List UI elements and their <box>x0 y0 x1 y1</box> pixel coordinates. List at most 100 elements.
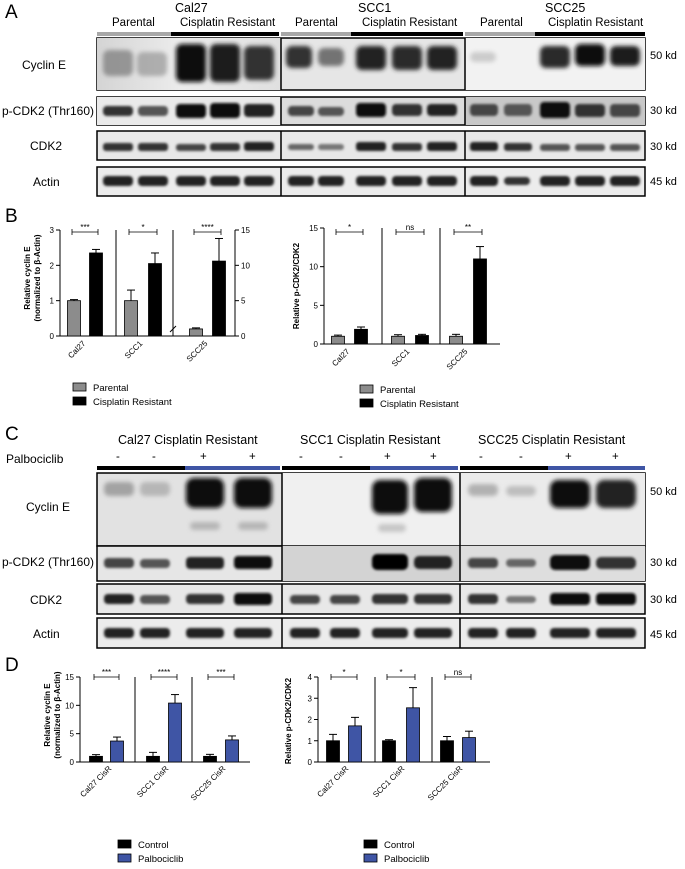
kd-label-c-cyclin-e: 50 kd <box>650 486 677 498</box>
d-right-sig-1: * <box>399 668 402 677</box>
blot-strip-a-pcdk2 <box>96 96 646 126</box>
blot-strip-a-actin <box>96 166 646 197</box>
blot-strip-a-cdk2 <box>96 130 646 161</box>
group-parental-scc25: Parental <box>480 17 523 29</box>
d-left-bar-palbociclib-1 <box>168 702 182 763</box>
b-right-y-tick-label-2: 10 <box>309 263 318 272</box>
cell-line-cal27: Cal27 <box>175 1 208 15</box>
d-right-legend-label-1: Palbociclib <box>384 854 429 865</box>
d-left-bar-palbociclib-0 <box>110 740 124 763</box>
chart-d-pcdk2: 0 1 2 3 4 Relative p-CDK2/CDK2 * Cal27 CisR * SCC… <box>284 668 490 865</box>
b-right-ylabel: Relative p-CDK2/CDK2 <box>292 242 301 329</box>
b-left-y-tick-label-2: 2 <box>50 261 55 270</box>
sign-scc1-1: - <box>299 451 303 463</box>
b-right-sig-2: ** <box>465 223 471 232</box>
group-parental-scc1: Parental <box>295 17 338 29</box>
blot-label-a-cyclin-e: Cyclin E <box>22 58 67 72</box>
b-left-y-tick-label-3: 3 <box>50 226 55 235</box>
group-resistant-scc25: Cisplatin Resistant <box>548 17 644 29</box>
d-left-sig-0: *** <box>102 668 111 677</box>
b-right-y-tick-label-1: 5 <box>314 301 319 310</box>
d-left-cat-1: SCC1 CisR <box>135 764 170 799</box>
b-left-cat-1: SCC1 <box>123 339 145 361</box>
group-bar-resistant-scc1 <box>351 32 463 36</box>
treatment-bar-scc1-plus <box>370 466 458 470</box>
kd-label-c-cdk2: 30 kd <box>650 594 677 606</box>
d-left-y-tick-label-3: 15 <box>65 673 74 682</box>
d-left-bar-palbociclib-2 <box>225 739 239 763</box>
b-left-sig-1: * <box>141 223 144 232</box>
blot-strip-c-pcdk2 <box>96 545 646 582</box>
blot-label-c-cdk2: CDK2 <box>30 593 63 607</box>
b-left-ylabel: Relative cyclin E <box>23 246 32 310</box>
b-right-cat-1: SCC1 <box>390 347 412 369</box>
sign-scc1-3: + <box>384 451 391 463</box>
b-right-legend-swatch-0 <box>359 384 374 394</box>
panel-letter-a: A <box>5 2 18 23</box>
sign-cal27-3: + <box>200 451 207 463</box>
b-left-ylabel-2: (normalized to β-Actin) <box>33 234 42 321</box>
kd-label-c-pcdk2: 30 kd <box>650 557 677 569</box>
treatment-label: Palbociclib <box>6 452 64 466</box>
b-left-sig-2: **** <box>201 223 213 232</box>
sign-scc25-3: + <box>565 451 572 463</box>
b-left-bar-resistant-2 <box>212 260 226 337</box>
sign-cal27-1: - <box>116 451 120 463</box>
d-left-legend-swatch-1 <box>117 853 132 863</box>
blot-panel-c <box>96 466 646 649</box>
d-left-bar-control-2 <box>203 755 217 763</box>
d-right-bar-control-0 <box>326 740 340 763</box>
blot-strip-c-cyclin-e <box>96 472 646 547</box>
cell-line-scc1: SCC1 <box>358 1 392 15</box>
sign-scc1-2: - <box>339 451 343 463</box>
panel-letter-d: D <box>5 655 19 676</box>
cell-line-c-scc25: SCC25 Cisplatin Resistant <box>478 433 626 447</box>
kd-label-a-actin: 45 kd <box>650 176 677 188</box>
blot-strip-a-cyclin-e <box>96 37 646 91</box>
b-left-legend-swatch-0 <box>72 382 87 392</box>
b-left-y2-tick-label-3: 15 <box>241 226 250 235</box>
b-right-y-tick-label-3: 15 <box>309 224 318 233</box>
b-right-legend-swatch-1 <box>359 398 374 408</box>
d-left-bar-control-1 <box>146 755 160 763</box>
d-right-sig-0: * <box>342 668 345 677</box>
b-left-cat-2: SCC25 <box>185 339 210 364</box>
d-left-legend-label-1: Palbociclib <box>138 854 183 865</box>
blot-label-c-cyclin-e: Cyclin E <box>26 500 71 514</box>
d-right-y-tick-label-2: 2 <box>308 716 313 725</box>
kd-label-a-cdk2: 30 kd <box>650 141 677 153</box>
b-left-y-tick-label-1: 1 <box>50 297 55 306</box>
d-left-y-tick-label-2: 10 <box>65 701 74 710</box>
d-left-legend-swatch-0 <box>117 839 132 849</box>
b-right-y-tick-label-0: 0 <box>314 340 319 349</box>
b-left-legend-swatch-1 <box>72 396 87 406</box>
d-left-ylabel: Relative cyclin E <box>43 683 52 747</box>
blot-label-a-cdk2: CDK2 <box>30 139 63 153</box>
d-right-bar-palbociclib-1 <box>406 707 420 763</box>
blot-label-c-pcdk2: p-CDK2 (Thr160) <box>2 555 95 569</box>
d-right-y-tick-label-1: 1 <box>308 737 313 746</box>
d-right-ylabel: Relative p-CDK2/CDK2 <box>284 677 293 764</box>
d-left-sig-2: *** <box>216 668 225 677</box>
sign-cal27-2: - <box>152 451 156 463</box>
group-bar-parental-cal27 <box>97 32 171 36</box>
blot-strip-c-actin <box>96 617 646 649</box>
cell-line-c-scc1: SCC1 Cisplatin Resistant <box>300 433 441 447</box>
b-right-sig-1: ns <box>406 223 414 232</box>
blot-label-c-actin: Actin <box>33 627 60 641</box>
chart-b-pcdk2: 0 5 10 15 Relative p-CDK2/CDK2 * Cal27 ns SCC1 **… <box>292 223 500 410</box>
blot-label-a-actin: Actin <box>33 175 60 189</box>
d-left-cat-0: Cal27 CisR <box>78 764 113 799</box>
b-left-bar-parental-2 <box>189 328 203 337</box>
d-left-legend-label-0: Control <box>138 840 169 851</box>
d-right-legend-swatch-1 <box>363 853 378 863</box>
d-right-y-tick-label-0: 0 <box>308 758 313 767</box>
d-right-legend-swatch-0 <box>363 839 378 849</box>
sign-cal27-4: + <box>249 451 256 463</box>
treatment-bar-scc25-minus <box>460 466 548 470</box>
b-left-y2-tick-label-2: 10 <box>241 261 250 270</box>
group-bar-resistant-cal27 <box>171 32 279 36</box>
sign-scc1-4: + <box>430 451 437 463</box>
d-right-y-tick-label-3: 3 <box>308 694 313 703</box>
